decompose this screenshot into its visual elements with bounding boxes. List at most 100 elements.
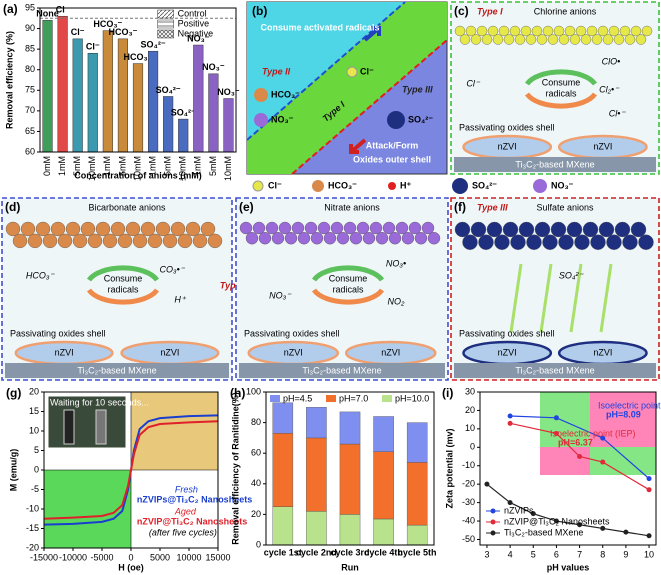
bar-label: HCO₃⁻ [124,52,153,62]
legend-icon [312,180,324,192]
particle [125,221,141,237]
particle [297,231,311,245]
mxene-base [454,157,656,172]
particle [388,231,402,245]
cycle-arrow [86,288,160,305]
y-tick-label: 65 [25,126,35,136]
arrow [363,26,381,42]
text: Oxides outer shell [353,154,431,164]
particle [582,221,599,238]
point [600,435,606,441]
point [553,430,559,436]
y-tick-label: 15 [29,406,39,416]
cycle-arrow [311,265,385,282]
particle [547,34,559,45]
x-tick-label: 0mM [42,156,52,176]
particle [510,234,526,250]
legend-label: Control [178,8,207,18]
x-axis-label: pH values [547,562,590,572]
ion-legend: Cl⁻ HCO₃⁻ H⁺ SO₄²⁻ NO₃⁻ [252,178,574,194]
y-tick-label: 60 [25,146,35,156]
particle [520,25,532,37]
particle [72,233,88,249]
species-label: ClO• [602,56,621,66]
bar-label: SO₄²⁻ [141,40,166,50]
species-label: HCO₃⁻ [26,270,56,280]
y-axis-label: Removal efficiency of Ranitidine(%) [230,392,240,545]
species-label: Cl⁻ [466,78,480,88]
particle [526,234,542,250]
x-tick-label: 5mM [163,156,173,176]
y-axis-label: Zeta potential (mv) [444,428,454,508]
particle [95,221,111,237]
particle [470,221,487,238]
particle [531,25,543,37]
x-tick-label: 3 [484,549,489,559]
base-label: Ti₃C₂-based MXene [515,159,594,169]
legend-label: SO₄²⁻ [472,180,497,190]
bar-label: NO₃⁻ [217,87,240,97]
particle [622,234,638,250]
particle [514,34,526,45]
legend-icon [533,179,547,193]
x-axis-label: Run [341,562,359,572]
point [507,420,513,426]
particle [401,231,415,245]
ion-label: HCO₃⁻ [271,89,300,99]
annotation: nZVIP@Ti₃C₂ Nanosheets [137,516,247,526]
panel-label: (e) [239,200,254,214]
x-tick-label: 5mM [208,156,218,176]
title-band [4,200,230,214]
y-tick-label: 40 [251,478,261,488]
bar-label: None [36,9,59,19]
type-label: Type I [477,6,503,16]
ion-icon [387,111,405,129]
x-tick-label: cycle 5th [398,547,437,557]
species-label: NO₂ [388,296,406,306]
y-tick-label: -10 [462,460,475,470]
legend-label: Cl⁻ [268,180,282,190]
point [646,487,652,493]
x-tick-label: 1mM [147,156,157,176]
vial [95,409,107,445]
panel-label: (a) [3,2,18,16]
y-tick-label: 100 [246,386,261,396]
legend-label: pH=10.0 [395,393,429,403]
x-tick-label: 10mM [178,156,188,181]
panel-label: (d) [5,200,20,214]
bar [148,50,159,153]
attack-arrow [599,263,613,333]
nzvi-label: nZVI [498,347,517,357]
nzvi-label: nZVI [593,347,612,357]
point [646,533,652,539]
particle [550,221,567,238]
legend-label: HCO₃⁻ [328,180,357,190]
particle [382,221,396,235]
particle [598,221,615,238]
y-tick-label: -50 [462,534,475,544]
particle [614,221,631,238]
bar-label: NO₃⁻ [202,62,225,72]
x-tick-label: 15000 [205,552,230,562]
panel-title: Nitrate anions [324,202,380,212]
y-tick-label: -20 [26,542,39,552]
attack-arrow [509,263,523,333]
bar-label: Cl⁻ [71,27,85,37]
legend-label: Aged [174,506,197,516]
arrow [349,138,367,154]
bar-segment [272,433,294,507]
point [623,529,629,535]
series-line [486,483,650,537]
particle [27,233,43,249]
ion-icon [254,113,268,127]
particle [252,221,266,235]
point [553,415,559,421]
particle [566,221,583,238]
legend-label: nZVIPs [504,505,534,515]
particle [619,25,631,37]
x-tick-label: 1mM [57,156,67,176]
particle [132,233,148,249]
center-text: Consume [329,273,368,283]
type-label: Type III [402,84,433,94]
